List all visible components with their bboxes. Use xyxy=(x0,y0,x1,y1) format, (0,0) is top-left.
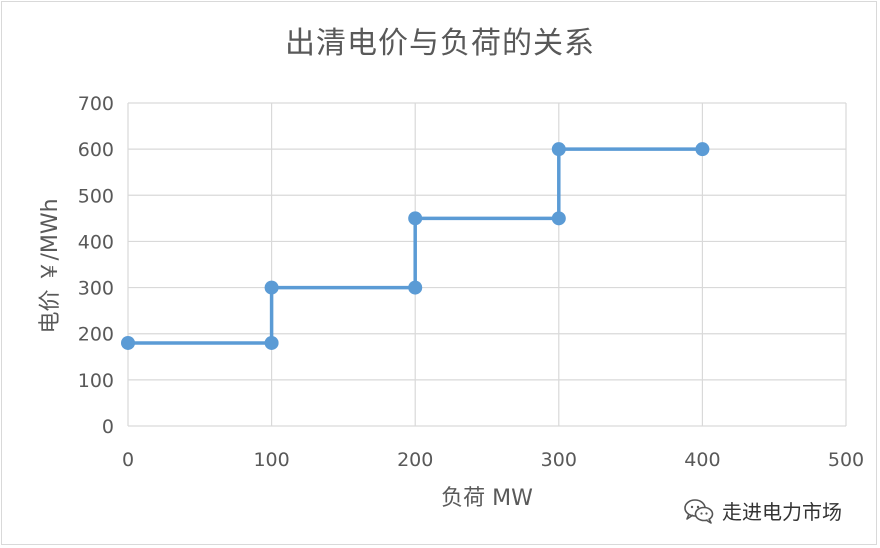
y-tick-label: 700 xyxy=(78,93,114,115)
data-point xyxy=(551,142,566,157)
data-point xyxy=(121,335,135,350)
x-tick-label: 400 xyxy=(684,449,720,471)
data-point xyxy=(408,280,423,295)
y-tick-label: 100 xyxy=(78,370,114,392)
chart-title: 出清电价与负荷的关系 xyxy=(285,26,595,61)
y-tick-label: 500 xyxy=(78,185,114,207)
y-tick-label: 400 xyxy=(78,231,114,253)
data-point xyxy=(408,211,423,226)
x-tick-label: 500 xyxy=(828,449,864,471)
data-point xyxy=(264,335,279,350)
y-axis-title: 电价 ￥/MWh xyxy=(38,198,63,334)
y-tick-label: 300 xyxy=(78,278,114,300)
wechat-icon xyxy=(684,498,714,524)
y-tick-label: 200 xyxy=(78,324,114,346)
data-point xyxy=(695,142,710,157)
x-tick-label: 100 xyxy=(253,449,289,471)
data-point xyxy=(551,211,566,226)
x-axis-title: 负荷 MW xyxy=(441,486,533,511)
series-line xyxy=(128,147,703,345)
data-point xyxy=(264,280,279,295)
y-tick-label: 0 xyxy=(102,416,114,438)
x-tick-label: 200 xyxy=(397,449,433,471)
y-tick-label: 600 xyxy=(78,139,114,161)
watermark: 走进电力市场 xyxy=(684,496,842,525)
watermark-text: 走进电力市场 xyxy=(722,500,842,524)
x-tick-label: 300 xyxy=(541,449,577,471)
x-tick-label: 0 xyxy=(122,449,134,471)
